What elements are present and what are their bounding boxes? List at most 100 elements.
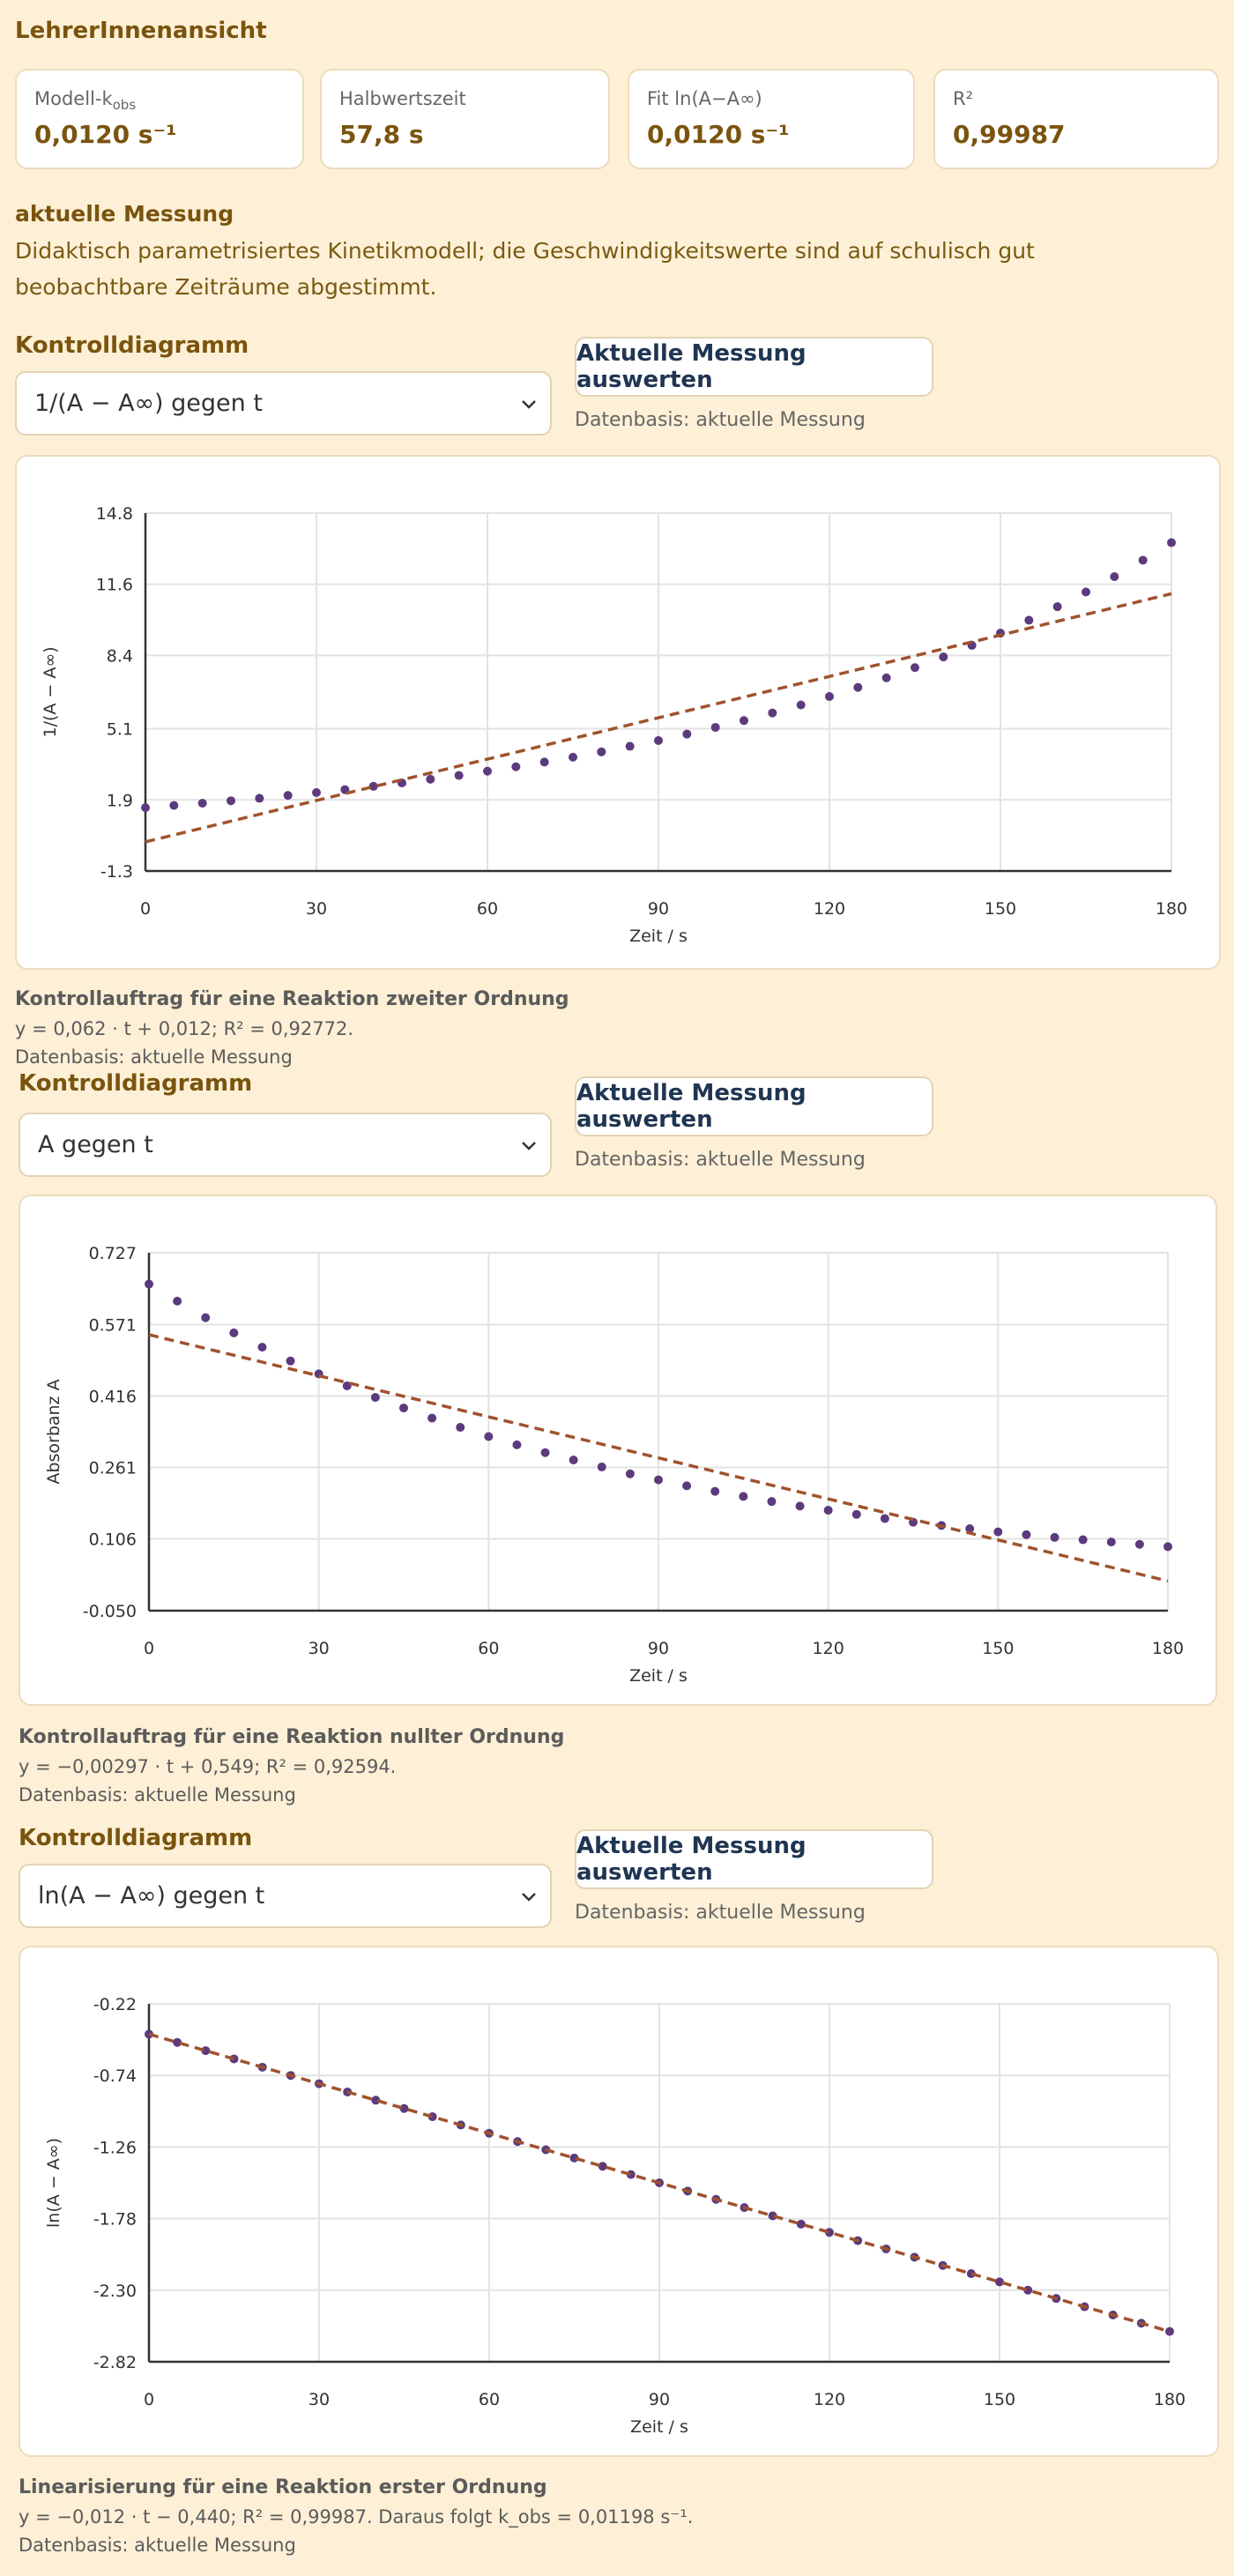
data-point (169, 800, 179, 810)
y-tick-label: 8.4 (107, 646, 133, 666)
data-point (654, 735, 663, 745)
data-point (682, 1481, 692, 1491)
chart-select[interactable]: A gegen t (19, 1113, 552, 1177)
y-tick-label: 0.416 (89, 1388, 137, 1407)
chevron-path (522, 1893, 536, 1902)
caption-text: y = −0,012 · t − 0,440; R² = 0,99987. Da… (19, 2506, 694, 2528)
stat-label: Modell-kobs (34, 88, 136, 113)
data-point (853, 682, 863, 692)
caption-basis: Datenbasis: aktuelle Messung (19, 1784, 296, 1805)
y-axis-label: 1/(A − A∞) (41, 646, 60, 737)
stat-card: R² 0,99987 (933, 69, 1219, 169)
x-tick-label: 0 (140, 899, 151, 919)
x-tick-label: 180 (1154, 2390, 1186, 2409)
x-tick-label: 150 (982, 1639, 1014, 1658)
data-point (767, 1497, 777, 1507)
panel-heading: Kontrolldiagramm (19, 1070, 253, 1097)
data-point (454, 771, 464, 780)
data-basis: Datenbasis: aktuelle Messung (575, 409, 866, 431)
y-tick-label: -2.82 (93, 2353, 137, 2372)
data-point (512, 1440, 522, 1449)
y-tick-label: 0.727 (89, 1244, 137, 1263)
data-point (939, 652, 948, 662)
chart-caption: Kontrollauftrag für eine Reaktion nullte… (19, 1724, 564, 1820)
y-tick-label: 1.9 (107, 791, 133, 810)
data-point (141, 803, 150, 813)
y-axis-label: ln(A − A∞) (44, 2138, 63, 2228)
data-point (1022, 1530, 1031, 1539)
x-axis-label: Zeit / s (629, 927, 688, 946)
data-point (795, 1501, 805, 1511)
data-point (881, 673, 891, 682)
y-tick-label: -2.30 (93, 2282, 137, 2301)
data-point (426, 774, 435, 784)
data-point (173, 1296, 182, 1306)
stat-label-sub: obs (112, 97, 137, 114)
data-point (483, 766, 492, 776)
y-tick-label: -0.74 (93, 2066, 137, 2086)
data-point (880, 1514, 889, 1523)
x-axis-label: Zeit / s (630, 2417, 688, 2437)
chart-card: -1.3 1.9 5.1 8.4 11.6 14.8 0 30 60 90 120 150 180 Zei… (15, 455, 1221, 970)
data-point (1024, 615, 1034, 625)
evaluate-button[interactable]: Aktuelle Messung auswerten (575, 1829, 933, 1889)
select-chevron (522, 1893, 536, 1902)
x-tick-label: 30 (308, 1639, 330, 1658)
data-point (993, 1527, 1003, 1537)
data-point (255, 793, 264, 803)
stat-label-text: Modell-k (34, 88, 113, 109)
page-title: LehrerInnenansicht (15, 18, 267, 44)
caption-title: Linearisierung für eine Reaktion erster … (19, 2476, 547, 2498)
x-tick-label: 180 (1156, 899, 1187, 919)
data-point (286, 1356, 295, 1366)
x-tick-label: 180 (1152, 1639, 1184, 1658)
x-tick-label: 120 (814, 899, 845, 919)
x-tick-label: 150 (985, 899, 1016, 919)
data-point (569, 752, 577, 762)
data-point (625, 1469, 635, 1478)
chart: -2.82 -2.30 -1.78 -1.26 -0.74 -0.22 0 30 60 90 120… (44, 1995, 1186, 2437)
data-point (1165, 2327, 1174, 2336)
data-basis: Datenbasis: aktuelle Messung (575, 1902, 866, 1924)
data-point (597, 1462, 606, 1471)
caption-text: y = 0,062 · t + 0,012; R² = 0,92772. (15, 1018, 354, 1039)
y-tick-label: -1.78 (93, 2210, 137, 2230)
select-value: 1/(A − A∞) gegen t (34, 390, 263, 417)
data-point (368, 781, 378, 791)
panel-heading: Kontrolldiagramm (19, 1825, 253, 1851)
chart-card: -0.050 0.106 0.261 0.416 0.571 0.727 0 30 60 90 12… (19, 1195, 1217, 1706)
stat-label: R² (953, 88, 973, 109)
data-point (825, 692, 834, 702)
data-point (965, 1523, 975, 1533)
evaluate-button[interactable]: Aktuelle Messung auswerten (575, 337, 933, 397)
data-point (796, 2219, 806, 2229)
data-point (851, 1509, 861, 1519)
data-point (145, 1279, 153, 1289)
data-point (511, 762, 521, 771)
stat-card: Halbwertszeit 57,8 s (320, 69, 610, 169)
chart-card: -2.82 -2.30 -1.78 -1.26 -0.74 -0.22 0 30 60 90 120… (19, 1946, 1219, 2457)
evaluate-button[interactable]: Aktuelle Messung auswerten (575, 1076, 933, 1136)
panel-heading: Kontrolldiagramm (15, 332, 249, 359)
data-point (1106, 1537, 1116, 1547)
data-point (370, 1393, 380, 1403)
chart-select[interactable]: 1/(A − A∞) gegen t (15, 371, 552, 436)
chevron-path (522, 1142, 536, 1150)
data-point (257, 1343, 267, 1352)
y-tick-label: -1.26 (93, 2138, 137, 2157)
y-tick-label: 14.8 (96, 504, 133, 524)
data-point (1134, 1539, 1144, 1549)
data-point (654, 1475, 663, 1485)
data-point (768, 708, 777, 718)
data-point (197, 799, 207, 808)
caption-text: y = −0,00297 · t + 0,549; R² = 0,92594. (19, 1756, 397, 1777)
measurement-text: Didaktisch parametrisiertes Kinetikmodel… (15, 238, 1035, 300)
data-point (710, 723, 720, 733)
chart-select[interactable]: ln(A − A∞) gegen t (19, 1864, 552, 1928)
y-tick-label: 0.261 (89, 1458, 137, 1478)
data-point (456, 1423, 465, 1433)
x-tick-label: 120 (814, 2390, 845, 2409)
data-point (399, 1403, 408, 1413)
data-point (229, 1328, 239, 1337)
